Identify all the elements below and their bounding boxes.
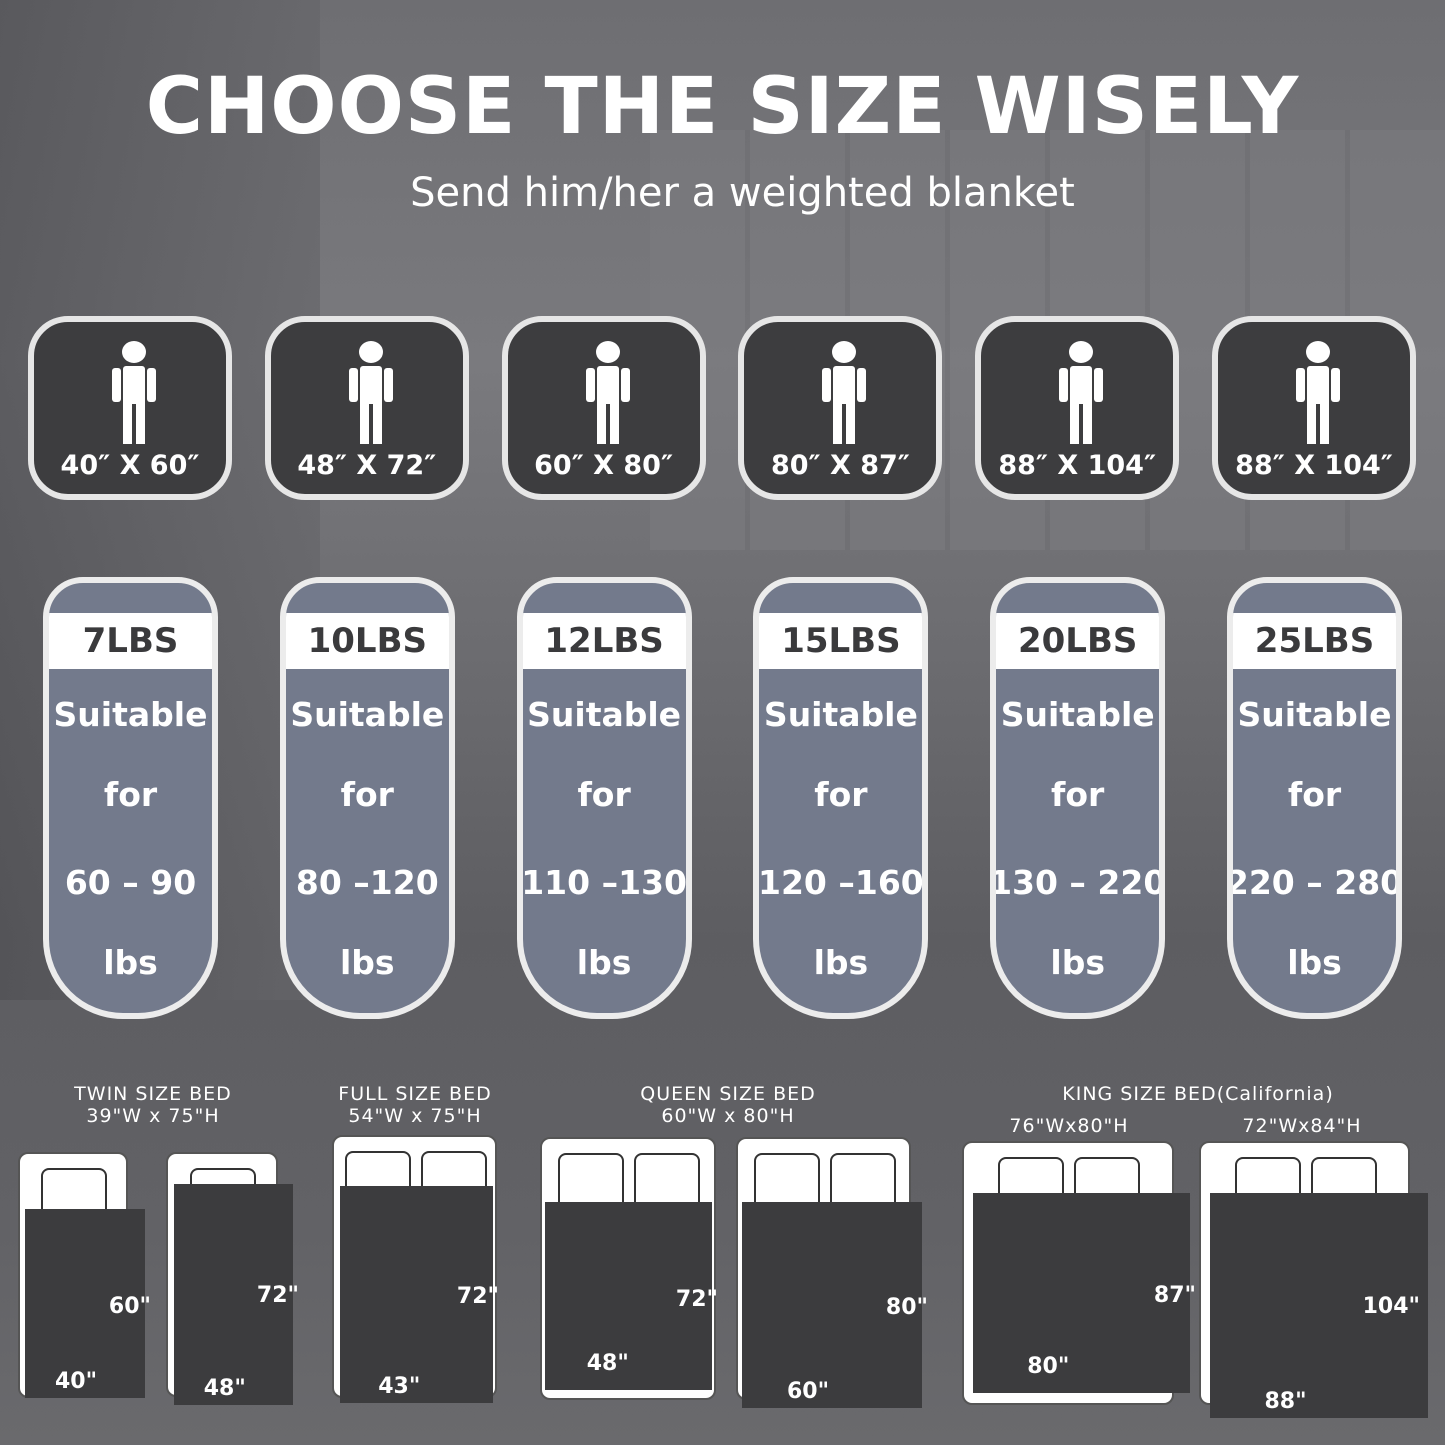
bed-dims: 60"W x 80"H — [661, 1105, 795, 1127]
blanket: 80" 60" — [742, 1202, 928, 1408]
page-title: CHOOSE THE SIZE WISELY — [145, 62, 1300, 152]
weight-unit: lbs — [340, 943, 395, 982]
weight-text: for — [340, 775, 394, 814]
weight-range: 110 –130 — [521, 863, 687, 902]
weight-card: 25LBS Suitable for 220 – 280 lbs — [1227, 577, 1402, 1019]
bed-name: TWIN SIZE BED — [74, 1083, 232, 1105]
weight-value: 10LBS — [285, 613, 449, 669]
blanket-length: 87" — [1153, 1283, 1196, 1308]
weight-unit: lbs — [576, 943, 632, 982]
weight-text: for — [1287, 775, 1342, 814]
weight-value: 7LBS — [49, 613, 212, 669]
weight-text: Suitable — [290, 695, 445, 734]
blanket: 72" 48" — [545, 1202, 718, 1390]
blanket: 104" 88" — [1210, 1193, 1428, 1418]
weight-text: for — [103, 775, 158, 814]
bed-name: FULL SIZE BED — [338, 1083, 492, 1105]
weight-range: 220 – 280 — [1227, 863, 1402, 902]
weight-card: 7LBS Suitable for 60 – 90 lbs — [43, 577, 218, 1019]
weight-range: 130 – 220 — [990, 863, 1166, 902]
size-label: 60″ X 80″ — [534, 450, 674, 481]
weight-value: 12LBS — [522, 613, 686, 669]
weight-value: 20LBS — [996, 613, 1160, 669]
king-bed-dims-1: 76"Wx80"H — [1009, 1115, 1129, 1137]
bed-dims: 54"W x 75"H — [348, 1105, 482, 1127]
weight-text: for — [1051, 775, 1105, 814]
blanket-length: 80" — [885, 1294, 928, 1320]
size-card: 40″ X 60″ — [28, 316, 232, 500]
person-icon — [822, 341, 867, 444]
full-bed-label: FULL SIZE BED 54"W x 75"H — [338, 1083, 491, 1127]
blanket-width: 43" — [378, 1374, 421, 1399]
weight-card: 12LBS Suitable for 110 –130 lbs — [516, 577, 692, 1019]
weight-unit: lbs — [1050, 943, 1105, 982]
weight-unit: lbs — [1287, 943, 1342, 982]
blanket-width: 80" — [1027, 1354, 1070, 1379]
blanket-width: 40" — [55, 1369, 98, 1394]
person-icon — [585, 341, 630, 444]
weight-text: Suitable — [527, 695, 682, 734]
king-bed-label: KING SIZE BED(California) — [1062, 1083, 1334, 1105]
blanket: 72" 48" — [174, 1184, 299, 1405]
blanket: 60" 40" — [25, 1209, 151, 1398]
size-card: 80″ X 87″ — [738, 316, 943, 500]
weight-range: 60 – 90 — [64, 863, 197, 902]
weight-text: Suitable — [1000, 695, 1155, 734]
weight-unit: lbs — [103, 943, 158, 982]
weight-card: 15LBS Suitable for 120 –160 lbs — [753, 577, 929, 1019]
person-icon — [1296, 341, 1340, 444]
size-label: 80″ X 87″ — [770, 450, 910, 481]
weight-card: 10LBS Suitable for 80 –120 lbs — [279, 577, 455, 1019]
size-label: 48″ X 72″ — [297, 450, 437, 481]
blanket-width: 48" — [203, 1376, 246, 1401]
king-bed-dims-2: 72"Wx84"H — [1242, 1115, 1362, 1137]
queen-bed-label: QUEEN SIZE BED 60"W x 80"H — [640, 1083, 816, 1127]
blanket-width: 88" — [1264, 1389, 1307, 1414]
blanket-length: 60" — [108, 1294, 151, 1320]
bed-dims: 39"W x 75"H — [86, 1105, 220, 1127]
size-label: 40″ X 60″ — [60, 450, 200, 481]
weight-text: for — [814, 775, 868, 814]
person-icon — [1059, 341, 1104, 444]
size-label: 88″ X 104″ — [1235, 450, 1393, 481]
person-icon — [348, 341, 393, 444]
weight-text: Suitable — [1237, 695, 1392, 734]
weight-text: Suitable — [763, 695, 918, 734]
weight-range: 80 –120 — [295, 863, 439, 902]
size-card: 88″ X 104″ — [1212, 316, 1416, 500]
blanket-width: 60" — [787, 1379, 830, 1404]
weight-text: Suitable — [53, 695, 208, 734]
blanket-length: 72" — [456, 1283, 499, 1309]
blanket: 87" 80" — [973, 1193, 1196, 1393]
size-card: 88″ X 104″ — [975, 316, 1180, 500]
person-icon — [112, 341, 156, 444]
page-subtitle: Send him/her a weighted blanket — [410, 170, 1075, 216]
bed-name: QUEEN SIZE BED — [640, 1083, 816, 1105]
blanket-length: 72" — [256, 1283, 299, 1309]
weight-value: 25LBS — [1233, 613, 1396, 669]
blanket-length: 72" — [675, 1286, 718, 1312]
weight-text: for — [577, 775, 631, 814]
weight-card: 20LBS Suitable for 130 – 220 lbs — [990, 577, 1166, 1019]
twin-bed-label: TWIN SIZE BED 39"W x 75"H — [74, 1083, 232, 1127]
blanket-length: 104" — [1362, 1294, 1420, 1320]
weight-range: 120 –160 — [758, 863, 924, 902]
size-card: 48″ X 72″ — [264, 316, 469, 500]
blanket: 72" 43" — [340, 1186, 499, 1403]
size-card: 60″ X 80″ — [501, 316, 706, 500]
blanket-width: 48" — [586, 1351, 629, 1376]
weight-value: 15LBS — [759, 613, 923, 669]
size-label: 88″ X 104″ — [998, 450, 1157, 481]
weight-unit: lbs — [813, 943, 869, 982]
